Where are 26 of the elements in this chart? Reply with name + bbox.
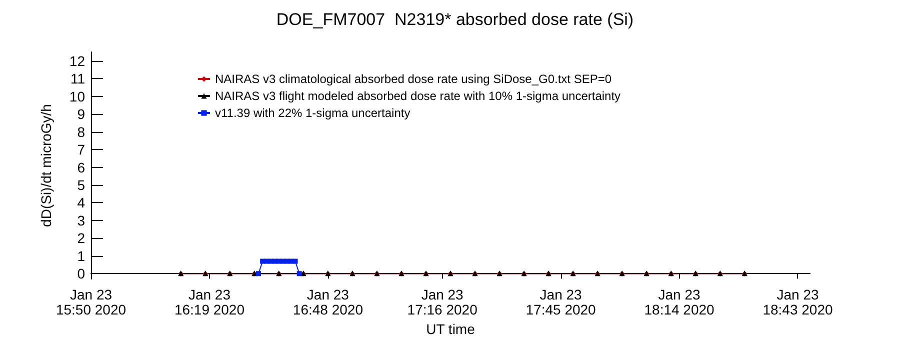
y-tick-label: 3 <box>77 212 86 228</box>
y-tick-label: 2 <box>77 230 86 246</box>
y-tick-label: 1 <box>77 248 86 264</box>
x-tick-label: Jan 23 16:48 2020 <box>292 286 364 318</box>
legend-label: NAIRAS v3 climatological absorbed dose rate using SiDose_G0.txt SEP=0 <box>215 72 612 86</box>
y-tick-label: 0 <box>77 266 86 282</box>
y-tick-label: 12 <box>69 52 86 69</box>
x-axis-title: UT time <box>426 320 476 337</box>
y-tick-label: 9 <box>77 106 86 122</box>
y-tick-label: 10 <box>69 88 86 104</box>
chart-title: DOE_FM7007 N2319* absorbed dose rate (Si) <box>276 10 634 29</box>
legend-label: NAIRAS v3 flight modeled absorbed dose rate with 10% 1-sigma uncertainty <box>215 89 621 103</box>
y-tick-label: 11 <box>70 70 86 87</box>
y-axis-title: dD(Si)/dt microGy/h <box>38 104 54 227</box>
legend-label: v11.39 with 22% 1-sigma uncertainty <box>215 106 410 120</box>
x-tick-label: Jan 23 15:50 2020 <box>56 286 126 318</box>
x-tick-label: Jan 23 18:14 2020 <box>644 286 715 318</box>
x-tick-label: Jan 23 17:45 2020 <box>526 286 596 318</box>
x-tick-label: Jan 23 18:43 2020 <box>762 286 833 318</box>
y-tick-label: 8 <box>77 124 86 140</box>
x-tick-label: Jan 23 16:19 2020 <box>174 286 245 318</box>
y-tick-label: 6 <box>77 159 86 176</box>
y-tick-label: 7 <box>77 142 86 158</box>
y-tick-label: 4 <box>77 194 86 211</box>
x-tick-label: Jan 23 17:16 2020 <box>407 286 478 318</box>
y-tick-label: 5 <box>77 177 86 194</box>
